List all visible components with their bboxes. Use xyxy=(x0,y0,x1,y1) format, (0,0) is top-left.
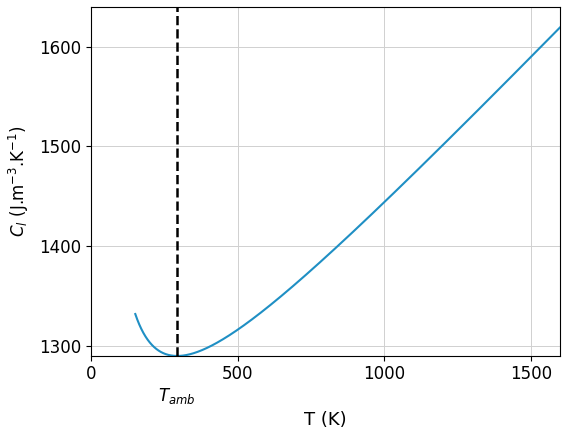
Y-axis label: $C_{l}$ (J.m$^{-3}$.K$^{-1}$): $C_{l}$ (J.m$^{-3}$.K$^{-1}$) xyxy=(7,126,31,237)
X-axis label: T (K): T (K) xyxy=(304,411,347,429)
Text: $T_{amb}$: $T_{amb}$ xyxy=(158,386,196,406)
